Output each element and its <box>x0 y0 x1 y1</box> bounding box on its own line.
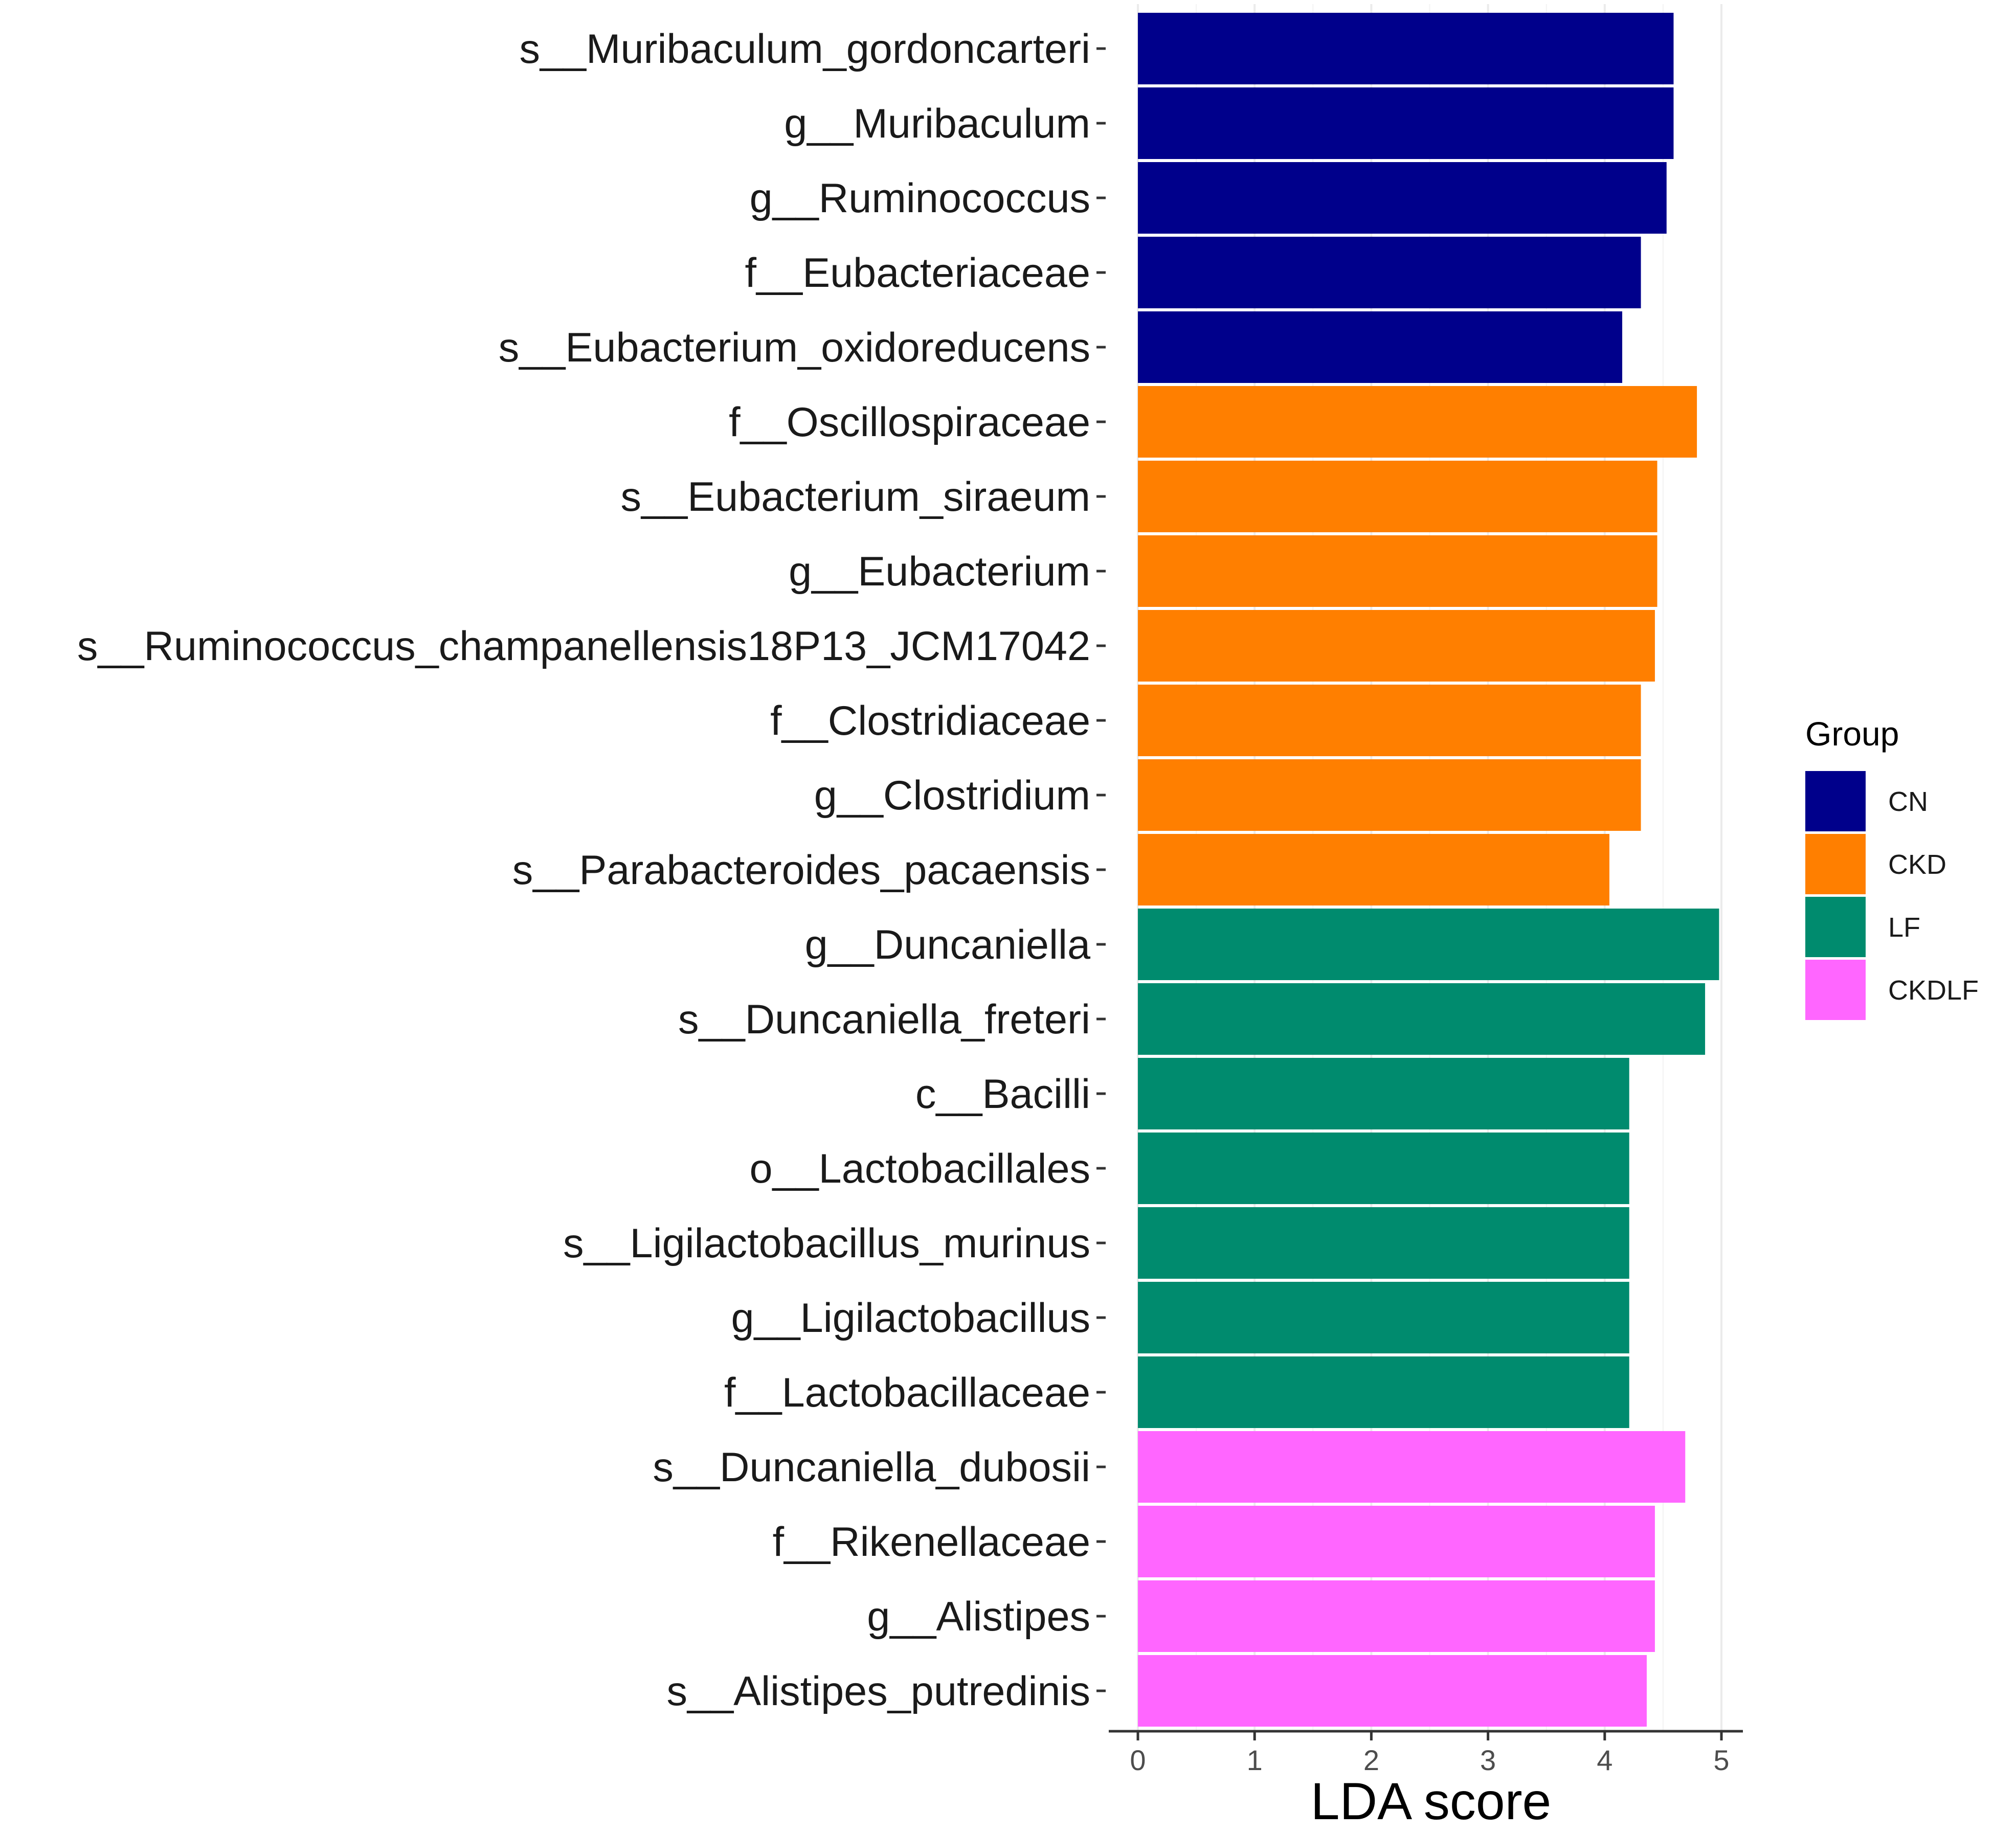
category-label: c__Bacilli <box>915 1071 1090 1117</box>
category-label: o__Lactobacillales <box>750 1146 1090 1192</box>
legend-key-CKD <box>1805 834 1866 894</box>
bar-f__Lactobacillaceae <box>1138 1356 1629 1428</box>
legend-label-CKD: CKD <box>1888 849 1946 880</box>
bars <box>1138 13 1719 1727</box>
bar-g__Alistipes <box>1138 1580 1655 1652</box>
category-label: g__Alistipes <box>867 1594 1090 1640</box>
category-label: s__Alistipes_putredinis <box>667 1668 1090 1714</box>
category-label: g__Muribaculum <box>784 101 1090 147</box>
bar-s__Duncaniella_dubosii <box>1138 1431 1686 1503</box>
category-label: g__Duncaniella <box>805 922 1091 968</box>
category-label: g__Clostridium <box>814 773 1090 819</box>
x-axis: 0 1 2 3 4 5 <box>1109 1730 1743 1776</box>
legend-label-CKDLF: CKDLF <box>1888 975 1979 1006</box>
bar-c__Bacilli <box>1138 1058 1629 1129</box>
bar-o__Lactobacillales <box>1138 1133 1629 1204</box>
bar-f__Eubacteriaceae <box>1138 237 1641 308</box>
bar-s__Eubacterium_oxidoreducens <box>1138 311 1623 383</box>
bar-s__Ruminococcus_champanellensis18P13_JCM17042 <box>1138 610 1655 682</box>
category-label: s__Muribaculum_gordoncarteri <box>519 26 1090 72</box>
category-label: f__Rikenellaceae <box>773 1519 1090 1565</box>
legend-key-CN <box>1805 771 1866 831</box>
bar-f__Clostridiaceae <box>1138 685 1641 756</box>
category-label: s__Duncaniella_freteri <box>678 997 1090 1043</box>
bar-g__Clostridium <box>1138 759 1641 831</box>
legend-label-LF: LF <box>1888 912 1920 943</box>
category-label: s__Eubacterium_oxidoreducens <box>499 325 1090 371</box>
legend-label-CN: CN <box>1888 786 1928 817</box>
bar-s__Alistipes_putredinis <box>1138 1655 1647 1727</box>
category-label: g__Ruminococcus <box>750 175 1090 221</box>
category-label: f__Oscillospiraceae <box>729 399 1090 445</box>
legend-key-LF <box>1805 897 1866 957</box>
category-label: f__Eubacteriaceae <box>745 250 1091 296</box>
x-tick-label: 5 <box>1713 1744 1729 1776</box>
category-label: g__Ligilactobacillus <box>731 1295 1090 1341</box>
x-axis-title: LDA score <box>1311 1772 1552 1830</box>
category-label: f__Clostridiaceae <box>770 698 1090 744</box>
bar-g__Ligilactobacillus <box>1138 1282 1629 1353</box>
bar-f__Oscillospiraceae <box>1138 386 1697 458</box>
bar-s__Parabacteroides_pacaensis <box>1138 834 1609 905</box>
bar-s__Muribaculum_gordoncarteri <box>1138 13 1674 84</box>
category-label: s__Duncaniella_dubosii <box>653 1444 1090 1490</box>
x-tick-label: 4 <box>1597 1744 1612 1776</box>
bar-g__Muribaculum <box>1138 87 1674 159</box>
bar-s__Duncaniella_freteri <box>1138 983 1706 1055</box>
category-label: s__Eubacterium_siraeum <box>621 474 1090 520</box>
x-tick-label: 1 <box>1247 1744 1263 1776</box>
category-label: s__Parabacteroides_pacaensis <box>512 847 1090 893</box>
category-label: f__Lactobacillaceae <box>724 1370 1090 1416</box>
category-label: s__Ligilactobacillus_murinus <box>563 1220 1090 1266</box>
bar-s__Ligilactobacillus_murinus <box>1138 1207 1629 1279</box>
category-label: s__Ruminococcus_champanellensis18P13_JCM… <box>77 623 1090 669</box>
bar-g__Eubacterium <box>1138 535 1657 607</box>
x-tick-label: 2 <box>1363 1744 1379 1776</box>
x-tick-label: 0 <box>1130 1744 1146 1776</box>
legend-key-CKDLF <box>1805 960 1866 1020</box>
category-label: g__Eubacterium <box>789 549 1090 595</box>
x-tick-label: 3 <box>1480 1744 1496 1776</box>
bar-g__Duncaniella <box>1138 909 1719 980</box>
bar-f__Rikenellaceae <box>1138 1506 1655 1577</box>
bar-s__Eubacterium_siraeum <box>1138 461 1657 532</box>
bar-g__Ruminococcus <box>1138 162 1667 234</box>
legend-title: Group <box>1805 715 1899 753</box>
category-labels: s__Muribaculum_gordoncarteri g__Muribacul… <box>77 26 1106 1714</box>
